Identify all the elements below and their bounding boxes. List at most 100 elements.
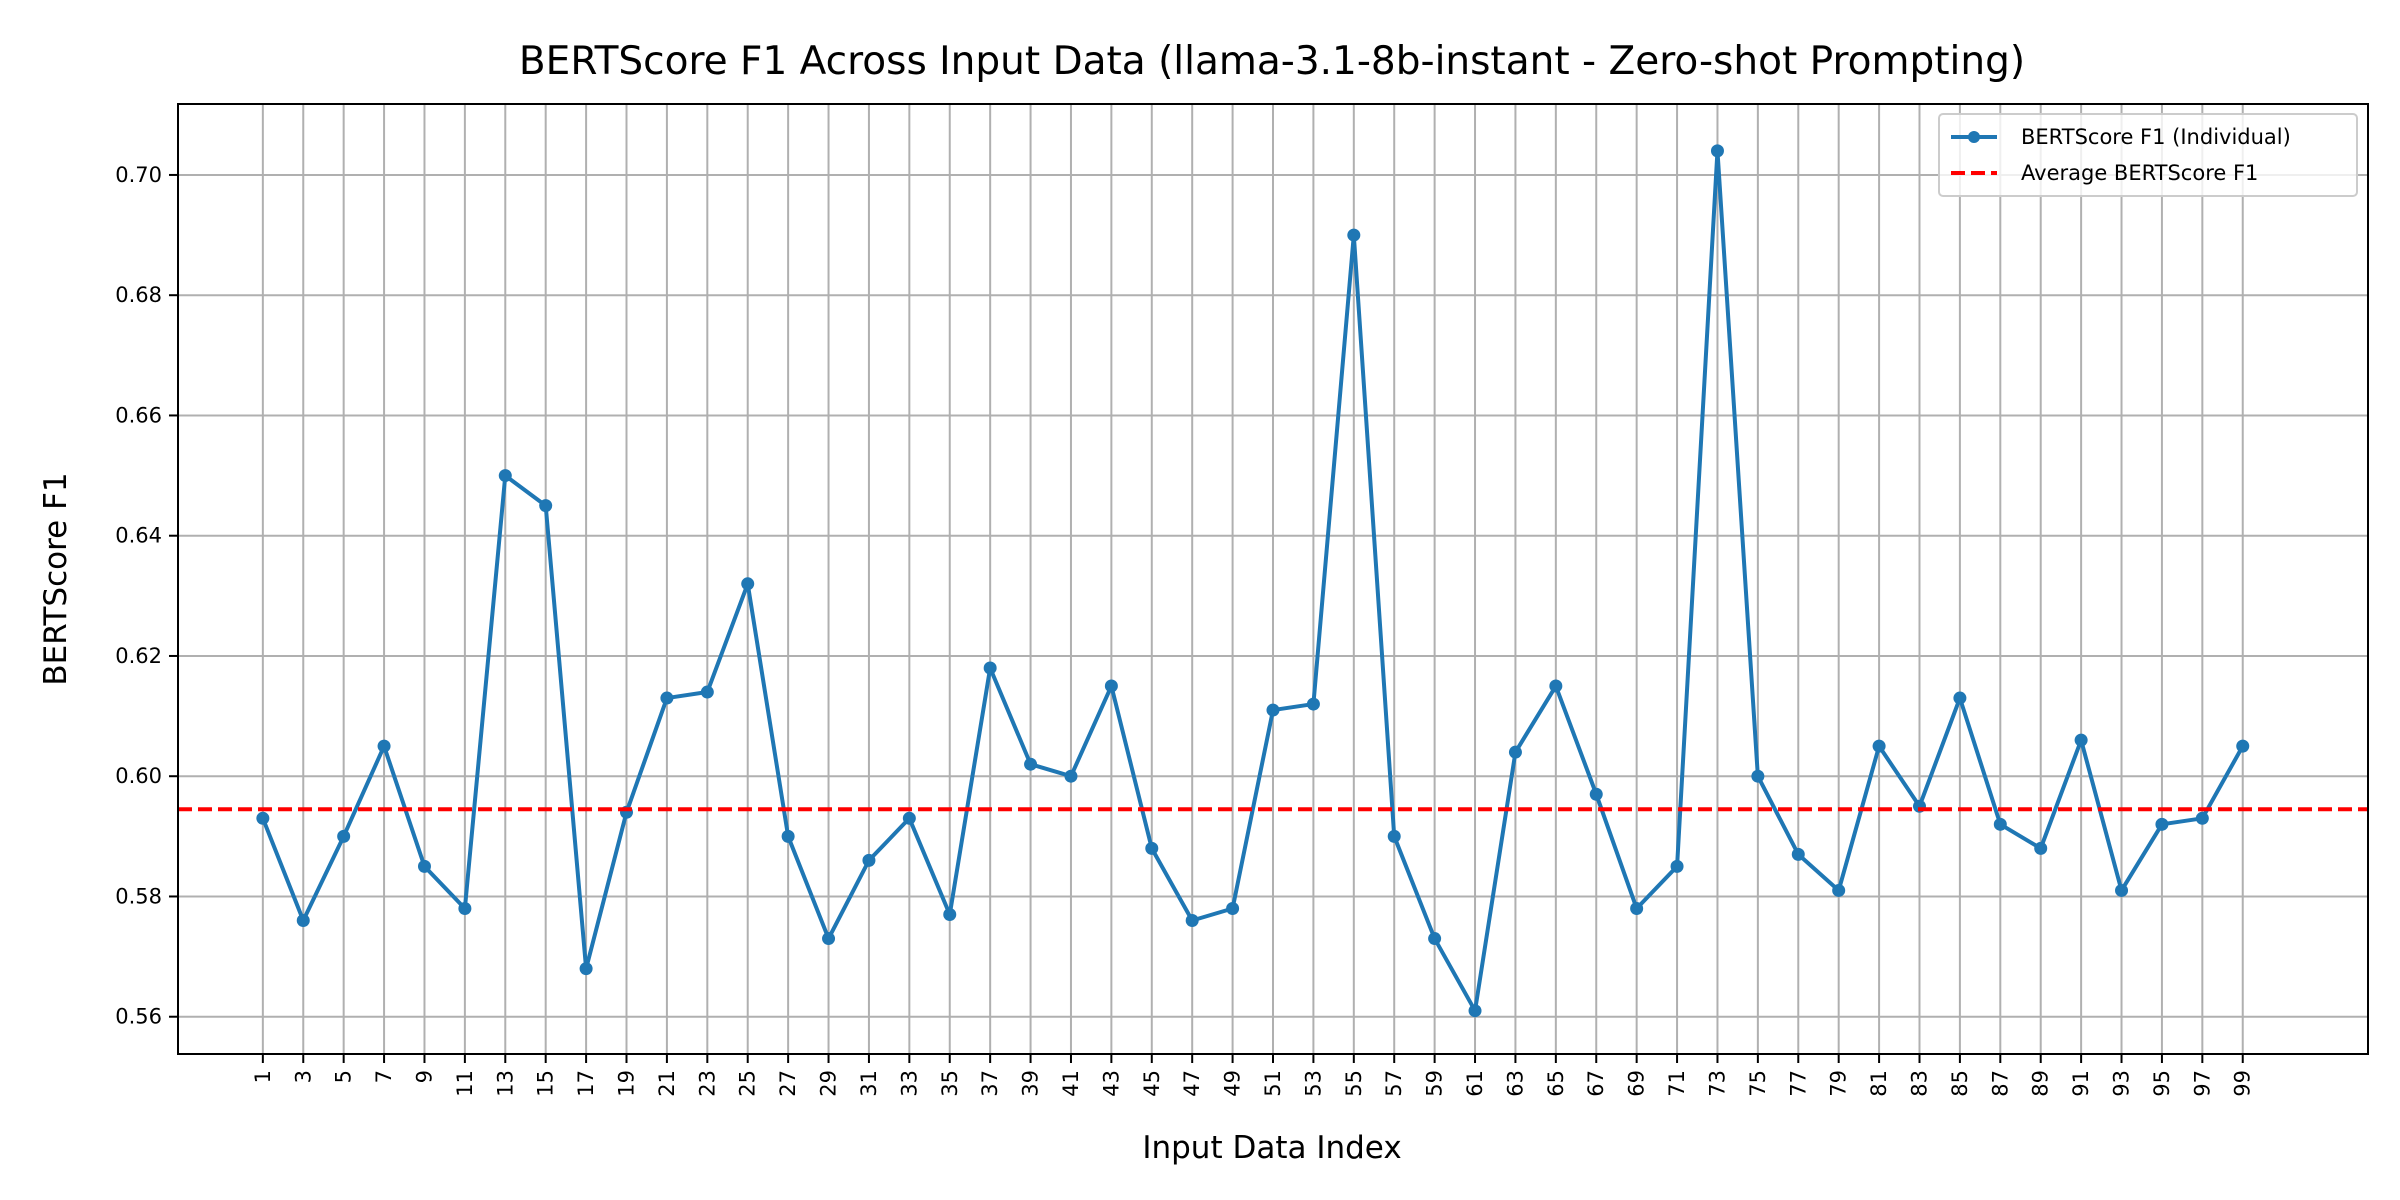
data-point (2195, 811, 2209, 825)
x-tick-label: 87 (1988, 1070, 2012, 1097)
data-point (1832, 883, 1846, 897)
data-point (781, 829, 795, 843)
x-tick-label: 55 (1342, 1070, 1366, 1097)
y-axis-label: BERTScore F1 (38, 472, 74, 685)
x-tick-label: 83 (1907, 1070, 1931, 1097)
x-tick-label: 23 (695, 1070, 719, 1097)
data-point (1347, 228, 1361, 242)
x-tick-label: 99 (2231, 1070, 2255, 1097)
data-point (1791, 847, 1805, 861)
x-tick-label: 1 (251, 1070, 275, 1083)
data-point (700, 685, 714, 699)
x-tick-label: 31 (857, 1070, 881, 1097)
data-point (1226, 901, 1240, 915)
x-tick-label: 39 (1019, 1070, 1043, 1097)
x-tick-label: 7 (372, 1070, 396, 1083)
x-tick-label: 19 (615, 1070, 639, 1097)
data-point (579, 962, 593, 976)
series-layer (178, 144, 2368, 1018)
legend-label-average: Average BERTScore F1 (2021, 161, 2258, 185)
legend: BERTScore F1 (Individual) Average BERTSc… (1938, 113, 2358, 197)
data-point (337, 829, 351, 843)
x-tick-label: 63 (1503, 1070, 1527, 1097)
data-point (1064, 769, 1078, 783)
data-point (1508, 745, 1522, 759)
data-point (2155, 817, 2169, 831)
data-point (1993, 817, 2007, 831)
series-line-individual (260, 148, 2245, 1013)
data-point (1387, 829, 1401, 843)
x-tick-label: 93 (2110, 1070, 2134, 1097)
y-tick-label: 0.70 (115, 163, 162, 187)
x-tick-label: 57 (1382, 1070, 1406, 1097)
x-tick-label: 89 (2029, 1070, 2053, 1097)
x-tick-label: 9 (412, 1070, 436, 1083)
x-tick-label: 59 (1423, 1070, 1447, 1097)
data-point (1185, 914, 1199, 928)
data-point (1872, 739, 1886, 753)
x-tick-label: 33 (897, 1070, 921, 1097)
data-point (1710, 144, 1724, 158)
chart-title: BERTScore F1 Across Input Data (llama-3.… (519, 39, 2025, 84)
x-tick-label: 41 (1059, 1070, 1083, 1097)
legend-box (1938, 113, 2358, 197)
x-tick-label: 95 (2150, 1070, 2174, 1097)
x-tick-label: 29 (817, 1070, 841, 1097)
x-tick-label: 75 (1746, 1070, 1770, 1097)
data-point (498, 469, 512, 483)
x-tick-label: 25 (736, 1070, 760, 1097)
y-tick-label: 0.56 (115, 1005, 162, 1029)
data-point (660, 691, 674, 705)
data-point (1428, 932, 1442, 946)
x-tick-label: 77 (1786, 1070, 1810, 1097)
x-tick-label: 43 (1099, 1070, 1123, 1097)
data-point (1549, 679, 1563, 693)
x-tick-label: 49 (1221, 1070, 1245, 1097)
data-point (539, 499, 553, 513)
data-point (458, 901, 472, 915)
x-tick-label: 27 (776, 1070, 800, 1097)
x-tick-label: 81 (1867, 1070, 1891, 1097)
legend-label-individual: BERTScore F1 (Individual) (2021, 125, 2291, 149)
data-point (1468, 1004, 1482, 1018)
x-tick-label: 67 (1584, 1070, 1608, 1097)
y-tick-label: 0.68 (115, 283, 162, 307)
x-tick-label: 71 (1665, 1070, 1689, 1097)
x-tick-label: 13 (493, 1070, 517, 1097)
x-tick-label: 51 (1261, 1070, 1285, 1097)
legend-marker-individual (1968, 131, 1980, 143)
data-point (1589, 787, 1603, 801)
data-point (377, 739, 391, 753)
x-tick-label: 91 (2069, 1070, 2093, 1097)
y-tick-label: 0.64 (115, 524, 162, 548)
x-tick-label: 21 (655, 1070, 679, 1097)
data-point (1266, 703, 1280, 717)
x-tick-label: 3 (291, 1070, 315, 1083)
data-point (2115, 883, 2129, 897)
data-point (741, 577, 755, 591)
y-tick-label: 0.58 (115, 884, 162, 908)
data-point (1630, 901, 1644, 915)
x-tick-label: 45 (1140, 1070, 1164, 1097)
data-point (822, 932, 836, 946)
data-point (1024, 757, 1038, 771)
data-point (1751, 769, 1765, 783)
x-tick-label: 47 (1180, 1070, 1204, 1097)
data-point (2034, 841, 2048, 855)
data-point (902, 811, 916, 825)
x-tick-label: 65 (1544, 1070, 1568, 1097)
y-tick-label: 0.60 (115, 764, 162, 788)
data-point (2236, 739, 2250, 753)
x-tick-label: 17 (574, 1070, 598, 1097)
data-point (862, 853, 876, 867)
y-tick-label: 0.66 (115, 403, 162, 427)
data-point (983, 661, 997, 675)
data-point (1104, 679, 1118, 693)
data-point (296, 914, 310, 928)
x-tick-label: 15 (534, 1070, 558, 1097)
x-tick-label: 53 (1301, 1070, 1325, 1097)
x-tick-label: 35 (938, 1070, 962, 1097)
x-tick-label: 5 (332, 1070, 356, 1083)
data-point (417, 859, 431, 873)
